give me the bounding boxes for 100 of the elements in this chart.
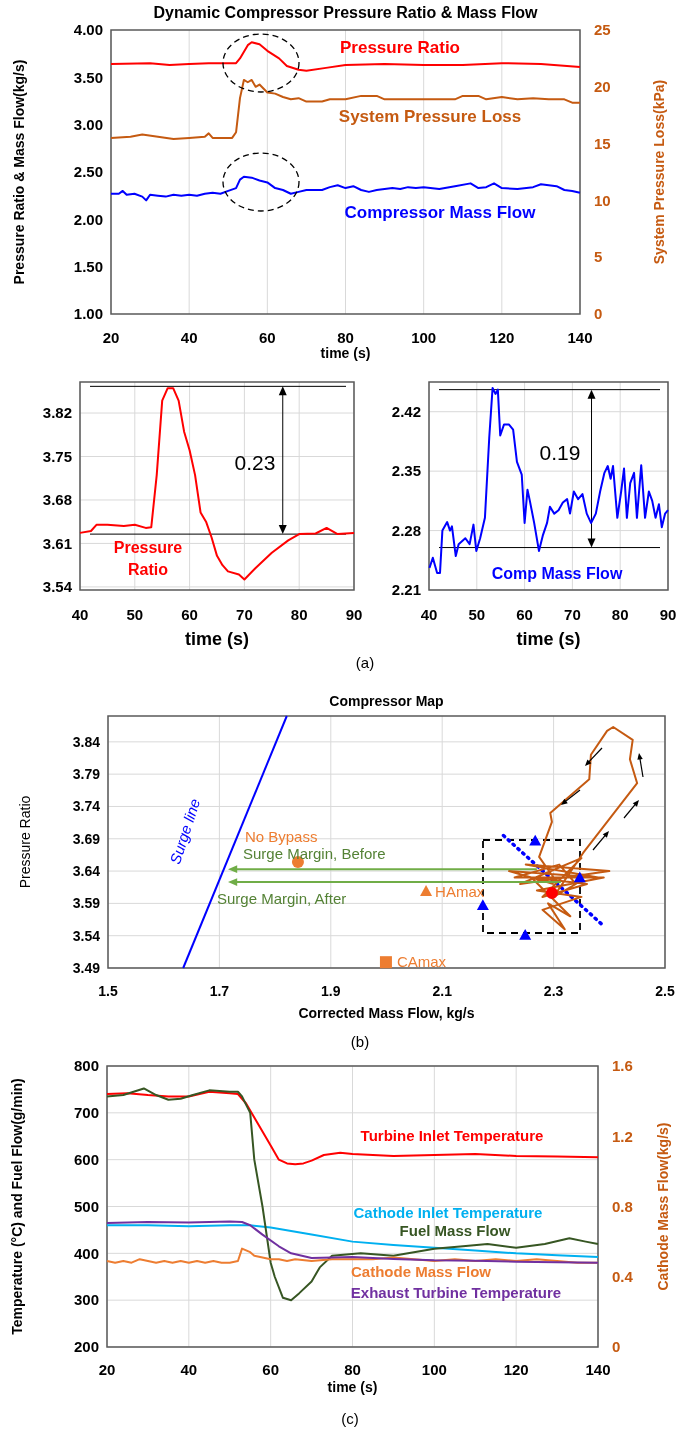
y-tick-label: 3.64 — [72, 862, 101, 879]
y-tick-label: 2.21 — [391, 581, 421, 599]
x-tick-label: 90 — [659, 606, 677, 623]
annotation: 0.19 — [539, 441, 581, 464]
series-label: Turbine Inlet Temperature — [360, 1127, 544, 1144]
y-tick-label: 3.59 — [72, 895, 101, 912]
y-tick-label: 2.50 — [73, 163, 103, 181]
line-series — [508, 725, 639, 931]
y-tick-label: 3.61 — [42, 534, 72, 552]
y-tick-label: 3.82 — [42, 404, 72, 422]
x-tick-label: 40 — [71, 606, 89, 623]
series-label: Compressor Mass Flow — [344, 203, 537, 222]
y-tick-label: 3.54 — [42, 578, 73, 596]
x-axis-title: Corrected Mass Flow, kg/s — [298, 1005, 475, 1021]
y-tick-label: 3.69 — [72, 830, 101, 847]
x-tick-label: 90 — [345, 606, 363, 623]
series-label: HAmax — [435, 883, 485, 901]
series-label: CAmax — [396, 953, 447, 971]
text: (a) — [355, 654, 375, 671]
y2-axis-title: Cathode Mass Flow(kg/s) — [655, 1122, 671, 1291]
y-axis-title: Pressure Ratio — [17, 795, 33, 889]
y-tick-label: 2.28 — [391, 521, 421, 539]
y-tick-label: 1.00 — [73, 305, 103, 323]
line-series — [106, 1090, 599, 1166]
series-label: Cathode Mass Flow — [350, 1263, 492, 1280]
x-axis-title: time (s) — [184, 629, 250, 649]
line-series — [110, 78, 581, 141]
point — [529, 834, 542, 846]
x-tick-label: 1.5 — [98, 983, 118, 999]
y-tick-label: 2.35 — [391, 462, 421, 480]
y-axis-title: Temperature (°C) and Fuel Flow(g/min) — [9, 1078, 25, 1335]
y-tick-label: 3.84 — [72, 733, 101, 750]
x-tick-label: 40 — [420, 606, 438, 623]
y-tick-label: 600 — [73, 1150, 99, 1168]
x-tick-label: 20 — [102, 329, 120, 346]
y2-tick-label: 25 — [594, 21, 611, 39]
x-tick-label: 120 — [503, 1361, 529, 1378]
x-tick-label: 1.9 — [321, 983, 341, 999]
y2-axis-title: System Pressure Loss(kPa) — [651, 79, 667, 265]
series-label: Fuel Mass Flow — [399, 1222, 511, 1239]
annotation: 0.23 — [234, 451, 276, 474]
x-tick-label: 140 — [585, 1361, 611, 1378]
annotation: Surge Margin, After — [217, 890, 347, 908]
y-tick-label: 3.50 — [73, 68, 103, 86]
point — [545, 887, 558, 900]
point — [519, 929, 532, 940]
y-tick-label: 400 — [73, 1244, 99, 1262]
y2-tick-label: 10 — [594, 191, 611, 209]
x-tick-label: 100 — [421, 1361, 447, 1378]
y2-tick-label: 20 — [594, 78, 611, 96]
y-tick-label: 3.79 — [72, 766, 101, 783]
text: (c) — [341, 1410, 359, 1427]
x-tick-label: 100 — [411, 329, 437, 346]
x-axis-title: time (s) — [320, 345, 371, 361]
series-label: System Pressure Loss — [338, 107, 522, 126]
text: Surge line — [166, 796, 204, 867]
x-tick-label: 2.1 — [432, 983, 453, 999]
y-tick-label: 4.00 — [73, 21, 103, 39]
series-label: Cathode Inlet Temperature — [353, 1204, 543, 1221]
y-axis-title: Pressure Ratio & Mass Flow(kg/s) — [11, 59, 27, 285]
x-tick-label: 70 — [236, 606, 253, 623]
series-label: No Bypass — [244, 828, 318, 846]
y2-tick-label: 0.8 — [612, 1197, 633, 1215]
point — [573, 871, 586, 883]
x-tick-label: 80 — [611, 606, 629, 623]
y-tick-label: 3.00 — [73, 115, 103, 133]
text: (b) — [350, 1033, 370, 1050]
y-tick-label: 3.54 — [72, 927, 101, 944]
y2-tick-label: 1.2 — [612, 1127, 633, 1145]
point — [420, 885, 433, 896]
y2-tick-label: 1.6 — [612, 1057, 633, 1075]
x-tick-label: 80 — [337, 329, 354, 346]
y2-tick-label: 0.4 — [612, 1268, 634, 1285]
line-series — [110, 175, 581, 202]
annotation: Surge Margin, Before — [243, 845, 386, 863]
series-label: Pressure Ratio — [340, 38, 460, 57]
x-tick-label: 80 — [290, 606, 308, 623]
y2-tick-label: 0 — [594, 305, 603, 323]
y2-tick-label: 5 — [594, 248, 603, 266]
point — [476, 899, 489, 911]
y-tick-label: 3.75 — [42, 447, 72, 465]
series-label: Pressure Ratio — [113, 539, 183, 578]
x-tick-label: 120 — [489, 329, 515, 346]
series-label: Exhaust Turbine Temperature — [350, 1284, 562, 1301]
x-axis-title: time (s) — [516, 629, 581, 649]
x-tick-label: 20 — [98, 1361, 116, 1378]
line-series — [110, 41, 581, 72]
y-tick-label: 3.49 — [72, 959, 101, 976]
y-tick-label: 200 — [73, 1338, 99, 1356]
y-tick-label: 1.50 — [73, 257, 103, 275]
y-tick-label: 300 — [73, 1291, 99, 1309]
chart-title: Compressor Map — [329, 693, 444, 709]
x-tick-label: 80 — [344, 1361, 361, 1378]
y-tick-label: 3.68 — [42, 491, 72, 509]
x-tick-label: 60 — [258, 329, 276, 346]
x-tick-label: 1.7 — [209, 983, 230, 999]
line-series — [79, 387, 355, 581]
x-tick-label: 50 — [126, 606, 144, 623]
y-tick-label: 2.00 — [73, 210, 103, 228]
y-tick-label: 2.42 — [391, 402, 421, 420]
